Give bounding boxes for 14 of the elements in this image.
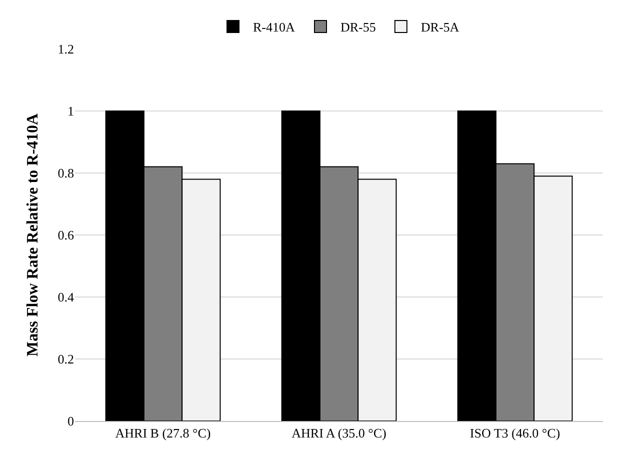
x-tick-label: AHRI B (27.8 °C) (115, 426, 211, 441)
legend-label: DR-5A (420, 20, 460, 35)
y-tick-label: 0 (68, 414, 74, 429)
y-tick-label: 0.2 (58, 352, 74, 367)
x-tick-label: AHRI A (35.0 °C) (292, 426, 386, 441)
y-tick-label: 0.4 (58, 290, 74, 305)
y-tick-label: 0.6 (58, 228, 74, 243)
y-tick-label: 0.8 (58, 166, 74, 181)
legend-label: R-410A (253, 20, 296, 35)
y-tick-label: 1 (68, 104, 74, 119)
x-tick-label: ISO T3 (46.0 °C) (470, 426, 560, 441)
y-tick-label: 1.2 (58, 42, 74, 57)
y-axis-title: Mass Flow Rate Relative to R-410A (24, 113, 42, 357)
legend-label: DR-55 (340, 20, 376, 35)
